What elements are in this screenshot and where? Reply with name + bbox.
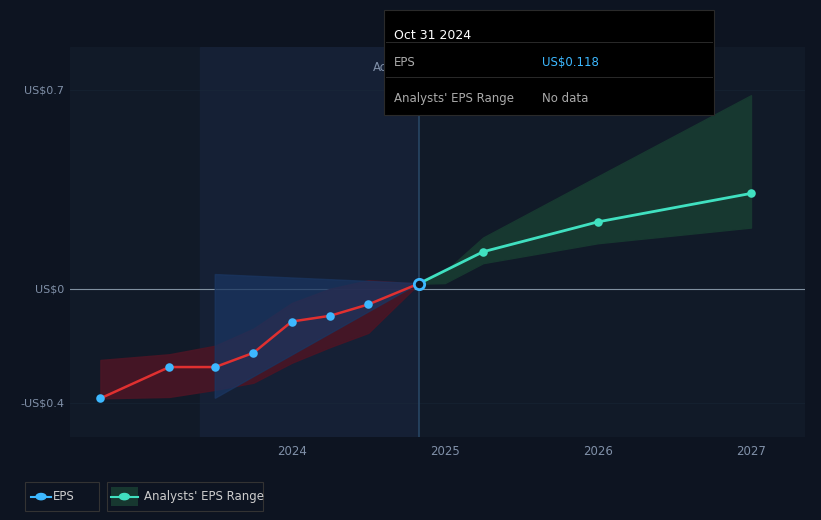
Point — [476, 248, 489, 256]
Bar — [200, 47, 419, 437]
Point — [362, 300, 375, 308]
Point — [412, 279, 425, 288]
Bar — [70, 47, 200, 437]
Point — [323, 311, 337, 320]
Text: Oct 31 2024: Oct 31 2024 — [394, 29, 471, 42]
Text: US$0.118: US$0.118 — [543, 56, 599, 69]
Text: Analysts' EPS Range: Analysts' EPS Range — [144, 490, 264, 503]
Point — [591, 218, 604, 226]
Text: EPS: EPS — [394, 56, 415, 69]
Text: Actual: Actual — [373, 61, 410, 74]
Text: Analysts Forecasts: Analysts Forecasts — [431, 61, 541, 74]
Point — [412, 279, 425, 288]
Text: EPS: EPS — [53, 490, 75, 503]
Text: Analysts' EPS Range: Analysts' EPS Range — [394, 92, 514, 105]
Point — [745, 189, 758, 198]
Point — [285, 317, 298, 326]
Polygon shape — [215, 275, 419, 398]
Point — [163, 363, 176, 371]
Point — [247, 349, 260, 357]
Text: No data: No data — [543, 92, 589, 105]
Point — [209, 363, 222, 371]
Bar — [419, 47, 805, 437]
Point — [94, 394, 107, 402]
